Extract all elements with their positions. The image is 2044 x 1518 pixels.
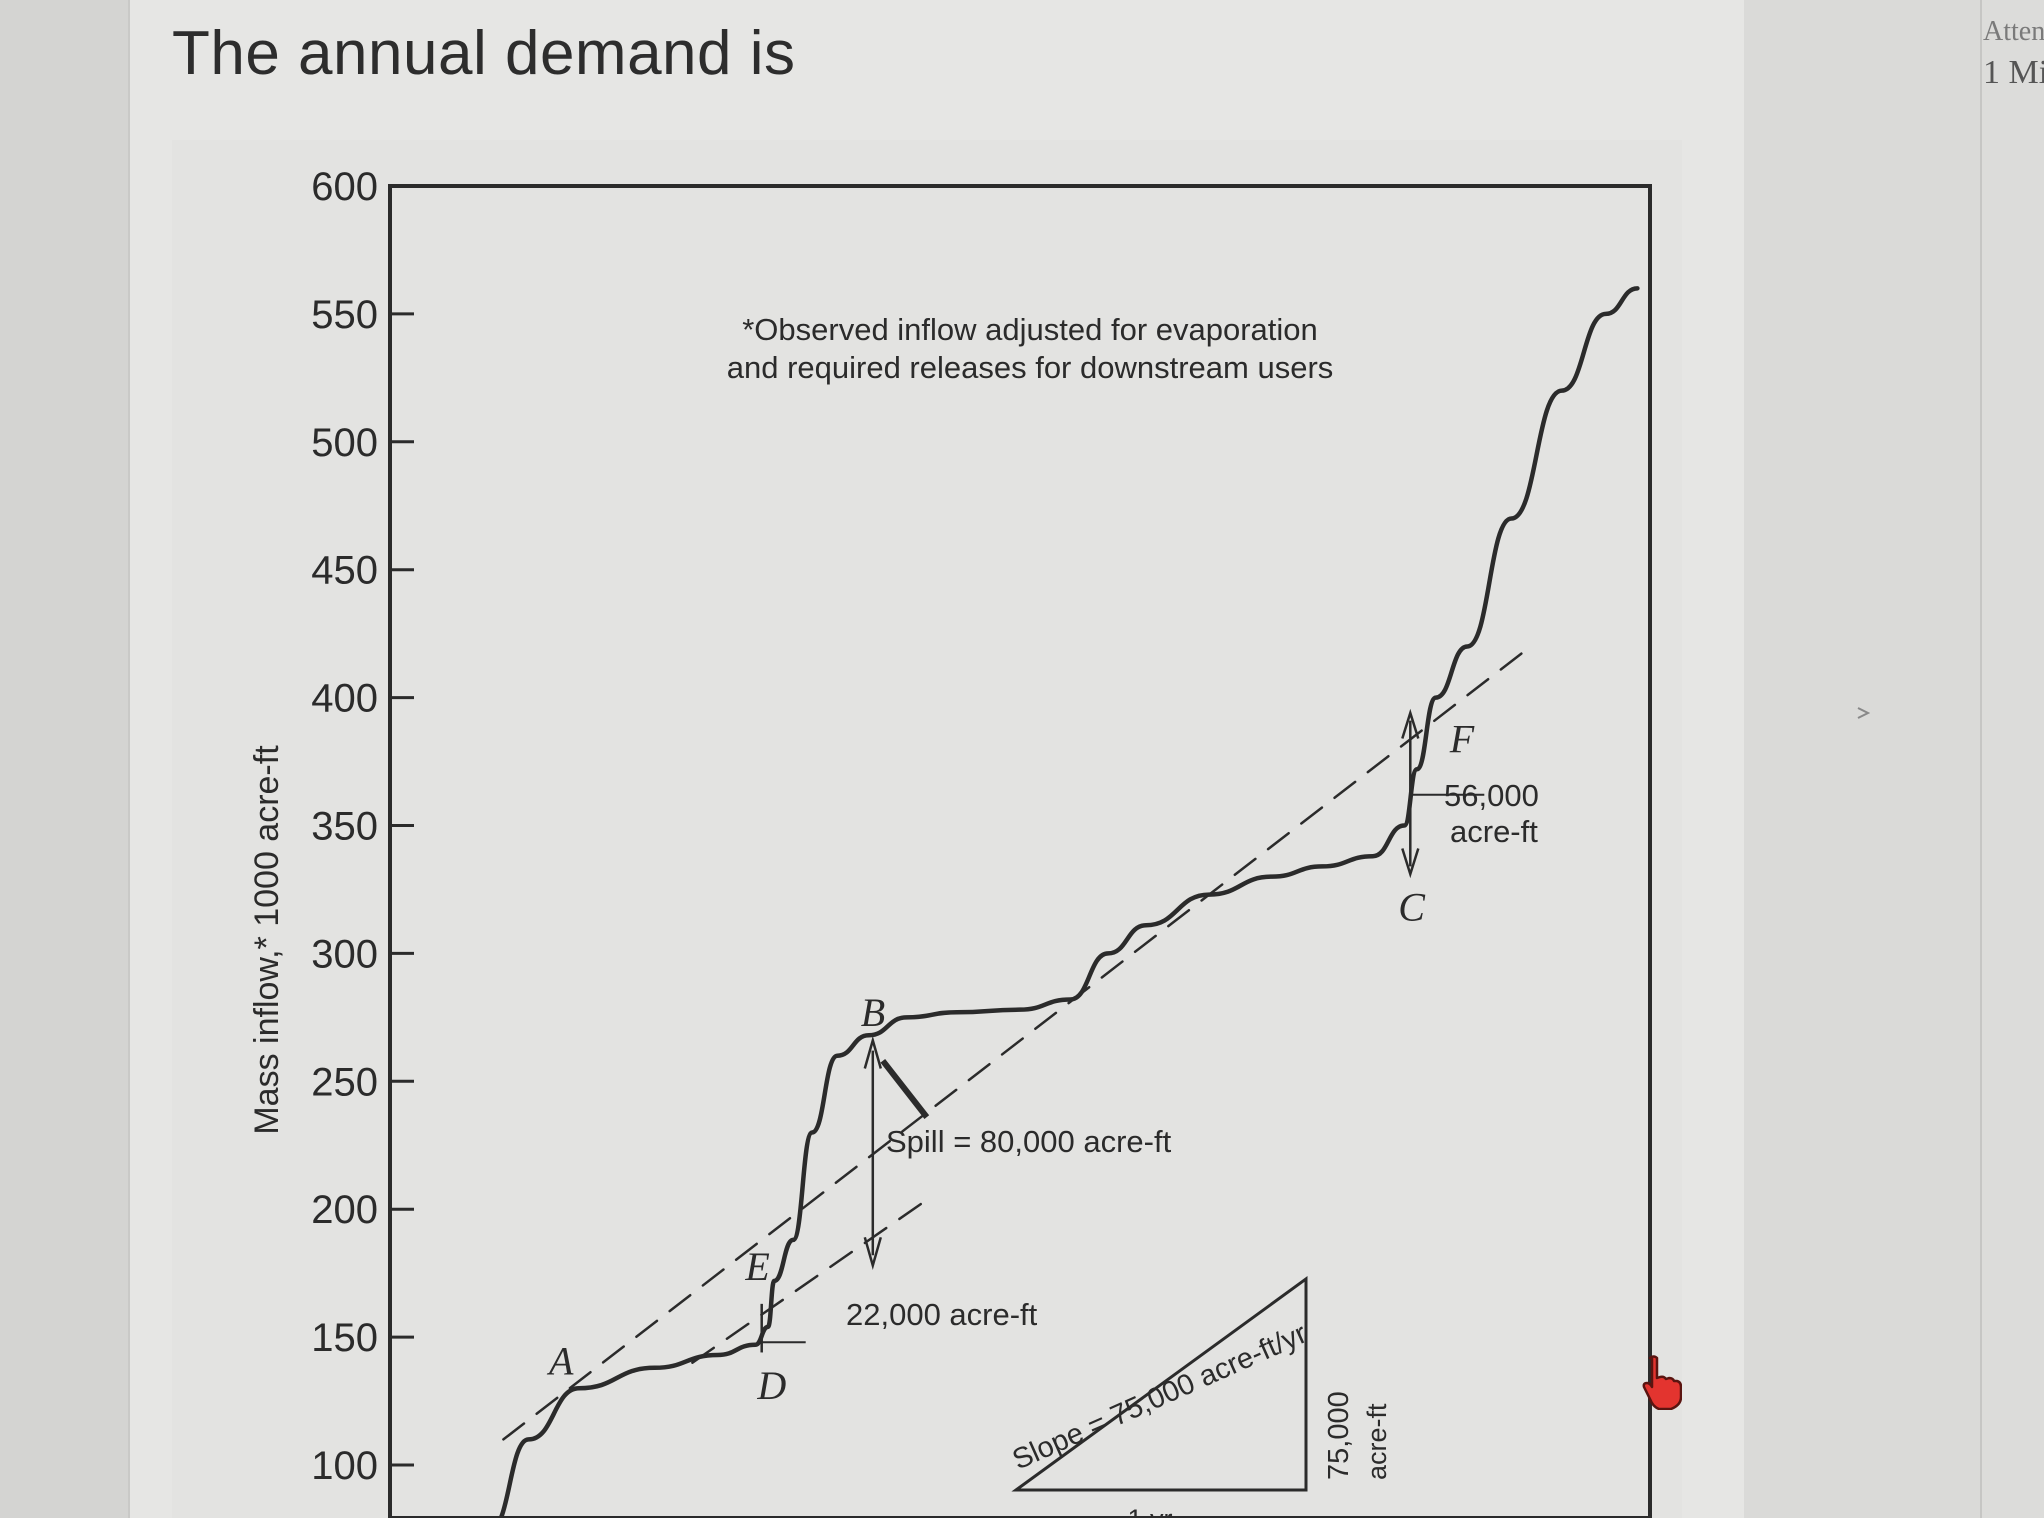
storage-arrow-head-top — [1401, 708, 1420, 739]
deficit-annotation: 22,000 acre-ft — [846, 1297, 1038, 1332]
spill-leader — [880, 1058, 930, 1119]
y-tick-label-400: 400 — [311, 677, 378, 721]
plot-frame — [388, 184, 1652, 1518]
attempt-label: Atten — [1983, 16, 2044, 47]
y-tick-label-150: 150 — [311, 1316, 378, 1360]
y-tick-label-100: 100 — [311, 1444, 378, 1488]
footnote-line-2: and required releases for downstream use… — [727, 350, 1334, 385]
arrow-right-icon — [1857, 707, 1870, 719]
demand-line-lower-line — [691, 1195, 934, 1364]
storage-arrow-head-bottom — [1401, 848, 1420, 879]
storage-annotation-unit: acre-ft — [1450, 814, 1538, 849]
figure-sheet — [172, 140, 1682, 1518]
y-tick-label-500: 500 — [311, 421, 378, 465]
y-tick-label-350: 350 — [311, 805, 378, 849]
attempt-value: 1 Mi — [1983, 54, 2044, 91]
point-label-b: B — [861, 990, 885, 1035]
point-label-d: D — [756, 1363, 786, 1408]
mass-curve-line — [498, 286, 1640, 1518]
point-label-e: E — [744, 1244, 769, 1289]
question-title: The annual demand is — [172, 19, 796, 88]
storage-annotation-value: 56,000 — [1444, 778, 1539, 813]
slope-rise-label: 75,000 — [1323, 1391, 1355, 1480]
point-label-f: F — [1449, 716, 1475, 761]
annotation-layer: A B C D E F — [546, 708, 1485, 1492]
slope-run-label: 1 yr — [1127, 1504, 1172, 1518]
slope-rise-unit: acre-ft — [1362, 1403, 1392, 1480]
demand-line-upper-line — [502, 650, 1526, 1441]
y-tick-label-600: 600 — [311, 165, 378, 209]
point-label-c: C — [1398, 885, 1426, 930]
point-label-a: A — [546, 1339, 574, 1384]
spill-annotation: Spill = 80,000 acre-ft — [886, 1124, 1172, 1159]
y-tick-label-300: 300 — [311, 932, 378, 976]
series-layer — [498, 286, 1640, 1518]
left-gutter — [0, 0, 128, 1518]
y-tick-label-450: 450 — [311, 549, 378, 593]
slope-triangle — [1011, 1276, 1308, 1492]
y-tick-label-550: 550 — [311, 293, 378, 337]
y-tick-label-200: 200 — [311, 1188, 378, 1232]
y-tick-label-250: 250 — [311, 1060, 378, 1104]
y-axis-ticks: 100 150 200 250 300 350 400 450 500 550 600 — [311, 165, 414, 1488]
spill-arrow-head-bottom — [863, 1236, 883, 1271]
hand-pointer-icon — [1642, 1355, 1682, 1410]
footnote-line-1: *Observed inflow adjusted for evaporatio… — [742, 312, 1318, 347]
y-axis-label: Mass inflow,* 1000 acre-ft — [248, 745, 286, 1135]
slope-label: Slope = 75,000 acre-ft/yr — [1008, 1318, 1312, 1477]
spill-arrow-head-top — [863, 1035, 883, 1069]
attempt-panel — [1980, 0, 2044, 1518]
